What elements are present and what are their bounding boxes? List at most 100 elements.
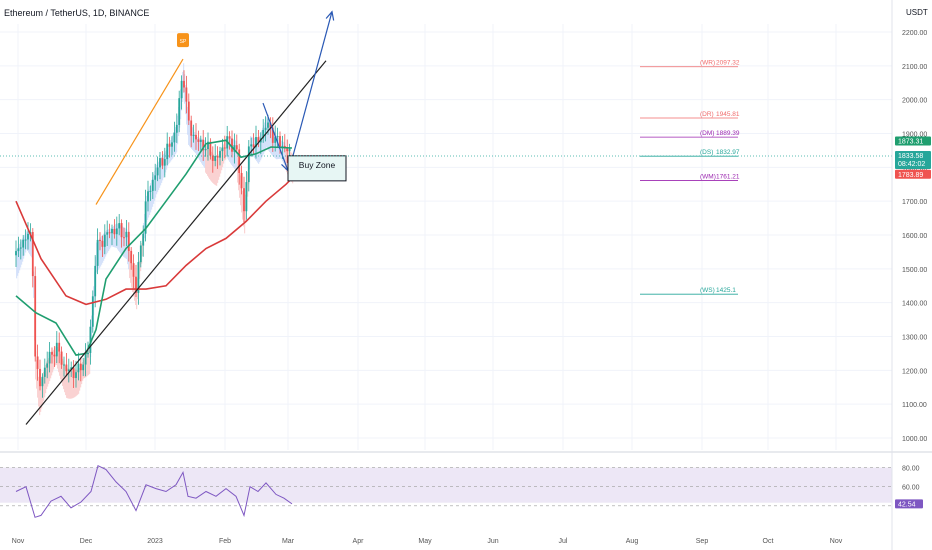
candle-body bbox=[39, 368, 41, 387]
cloud-segment bbox=[78, 370, 80, 394]
cloud-segment bbox=[206, 145, 208, 174]
price-badge bbox=[895, 136, 931, 146]
cloud-segment bbox=[191, 124, 193, 149]
cloud-segment bbox=[59, 351, 61, 376]
cloud-segment bbox=[130, 254, 132, 283]
cloud-segment bbox=[180, 89, 182, 120]
cloud-segment bbox=[210, 150, 212, 181]
candle-body bbox=[55, 342, 58, 357]
cloud-segment bbox=[208, 147, 210, 178]
cloud-segment bbox=[127, 234, 129, 265]
cloud-segment bbox=[131, 260, 133, 288]
cloud-segment bbox=[241, 183, 243, 213]
cloud-segment bbox=[156, 164, 158, 195]
cloud-segment bbox=[199, 137, 201, 161]
candle-body bbox=[82, 364, 85, 371]
candle-body bbox=[233, 145, 236, 152]
cloud-segment bbox=[68, 368, 70, 399]
cloud-segment bbox=[209, 149, 211, 180]
x-tick-label: Jun bbox=[487, 538, 498, 545]
cloud-segment bbox=[192, 127, 194, 150]
candle-body bbox=[106, 232, 109, 235]
cloud-segment bbox=[250, 136, 252, 157]
cloud-segment bbox=[129, 249, 131, 279]
cloud-segment bbox=[67, 368, 69, 399]
candle-body bbox=[216, 155, 219, 158]
candle-body bbox=[144, 201, 147, 234]
y-tick-label: 1600.00 bbox=[902, 233, 927, 240]
candle-body bbox=[118, 223, 121, 229]
candle-body bbox=[214, 155, 217, 161]
cloud-segment bbox=[184, 74, 186, 104]
candle-body bbox=[108, 232, 111, 234]
cloud-segment bbox=[66, 368, 68, 398]
cloud-segment bbox=[223, 144, 225, 164]
up-arrow-head bbox=[325, 10, 335, 21]
candle-body bbox=[221, 147, 224, 152]
cloud-segment bbox=[99, 238, 101, 269]
cloud-segment bbox=[149, 186, 151, 215]
cloud-segment bbox=[188, 117, 190, 145]
cloud-segment bbox=[89, 348, 91, 374]
candle-body bbox=[286, 148, 289, 152]
candle-body bbox=[151, 179, 154, 191]
cloud-segment bbox=[115, 224, 117, 248]
cloud-segment bbox=[205, 144, 207, 173]
cloud-segment bbox=[284, 142, 286, 166]
candle-body bbox=[202, 139, 205, 151]
buy-zone-box[interactable] bbox=[287, 155, 347, 182]
cloud-segment bbox=[84, 358, 86, 378]
candle-body bbox=[17, 248, 20, 252]
cloud-segment bbox=[81, 364, 83, 385]
y-tick-label: 1300.00 bbox=[902, 335, 927, 342]
candle-body bbox=[79, 363, 82, 371]
candle-body bbox=[207, 141, 209, 150]
candle-body bbox=[53, 354, 56, 357]
candle-body bbox=[264, 127, 267, 130]
cloud-segment bbox=[273, 129, 275, 157]
cloud-segment bbox=[189, 120, 191, 147]
cloud-segment bbox=[124, 227, 126, 258]
cloud-segment bbox=[242, 190, 244, 220]
cloud-segment bbox=[41, 378, 43, 409]
cloud-segment bbox=[52, 351, 54, 373]
candle-body bbox=[46, 363, 49, 368]
cloud-segment bbox=[203, 139, 205, 167]
cloud-segment bbox=[100, 237, 102, 267]
cloud-segment bbox=[120, 225, 122, 254]
cloud-segment bbox=[119, 224, 121, 253]
y-tick-label: 1700.00 bbox=[902, 199, 927, 206]
candle-body bbox=[132, 263, 135, 277]
cloud-segment bbox=[154, 170, 156, 201]
cloud-segment bbox=[232, 138, 234, 167]
cloud-segment bbox=[86, 354, 88, 377]
cloud-segment bbox=[197, 136, 199, 157]
cloud-segment bbox=[170, 140, 172, 162]
cloud-segment bbox=[28, 231, 30, 253]
cloud-segment bbox=[196, 136, 198, 156]
candle-body bbox=[255, 137, 257, 148]
candle-body bbox=[190, 120, 193, 136]
candle-body bbox=[51, 351, 53, 355]
down-arrow bbox=[262, 102, 289, 171]
candle-body bbox=[185, 87, 188, 102]
pivot-label: (WM) bbox=[700, 173, 716, 180]
candle-body bbox=[91, 296, 94, 327]
price-badge-countdown: 08:42:02 bbox=[898, 161, 925, 168]
cloud-segment bbox=[19, 243, 21, 271]
cloud-segment bbox=[117, 223, 119, 250]
cloud-segment bbox=[87, 352, 89, 376]
candle-body bbox=[168, 143, 171, 147]
candle-body bbox=[195, 134, 197, 140]
candle-body bbox=[219, 151, 221, 158]
candle-body bbox=[156, 167, 159, 176]
buy-zone-label: Buy Zone bbox=[299, 160, 336, 170]
pivot-value: 1945.81 bbox=[716, 111, 740, 118]
cloud-segment bbox=[33, 271, 35, 298]
cloud-segment bbox=[146, 195, 148, 223]
candle-body bbox=[183, 80, 185, 88]
candle-body bbox=[130, 250, 133, 264]
candle-body bbox=[94, 265, 97, 297]
cloud-segment bbox=[55, 346, 57, 366]
